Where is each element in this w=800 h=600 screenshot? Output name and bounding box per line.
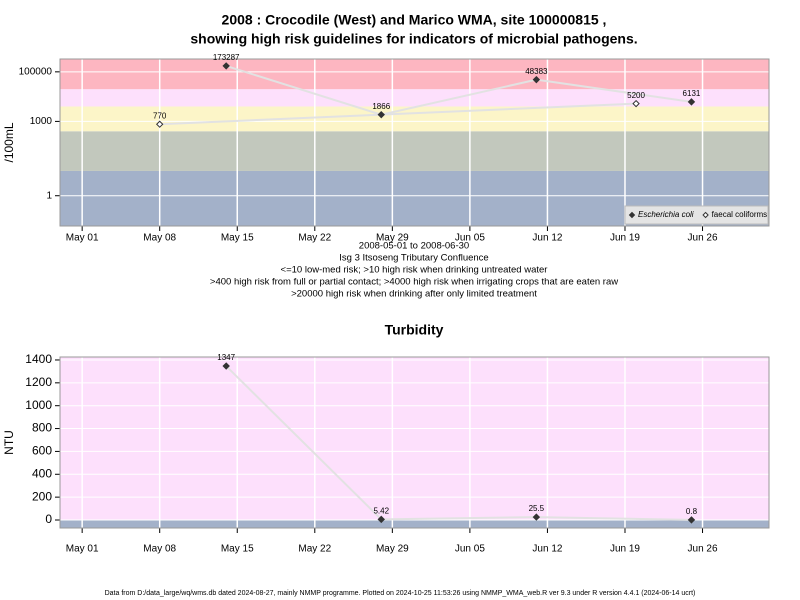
plot-frame xyxy=(59,58,770,227)
y-tick-label: 1400 xyxy=(25,352,52,366)
footer: Data from D:/data_large/wq/wms.db dated … xyxy=(105,590,696,597)
data-point xyxy=(532,75,541,84)
x-tick-label: May 15 xyxy=(221,233,254,244)
data-label: 1347 xyxy=(217,353,235,362)
x-tick-label: May 01 xyxy=(66,544,99,555)
x-tick-label: May 15 xyxy=(221,544,254,555)
data-point xyxy=(222,362,230,370)
x-tick-label: May 29 xyxy=(376,233,409,244)
x-tick-label: May 01 xyxy=(66,233,99,244)
risk-band xyxy=(60,519,769,528)
series-line xyxy=(225,365,692,521)
risk-band xyxy=(60,131,769,171)
y-axis-label: /100mL xyxy=(2,122,16,162)
legend-label: faecal coliforms xyxy=(712,210,768,219)
data-point xyxy=(155,120,164,128)
y-tick-label: 0 xyxy=(45,512,52,526)
y-tick-label: 800 xyxy=(32,421,52,435)
data-label: 1866 xyxy=(372,102,390,111)
data-point xyxy=(222,62,230,70)
y-tick-label: 1 xyxy=(46,190,52,201)
data-point xyxy=(377,515,385,524)
chart-title: 2008 : Crocodile (West) and Marico WMA, … xyxy=(222,12,607,28)
legend-marker xyxy=(628,211,636,219)
x-tick-label: Jun 19 xyxy=(610,233,640,244)
x-tick-label: Jun 12 xyxy=(532,544,562,555)
plot-frame xyxy=(59,356,770,529)
note: >20000 high risk when drinking after onl… xyxy=(291,289,537,300)
x-tick-label: Jun 05 xyxy=(455,544,485,555)
risk-band xyxy=(60,106,769,132)
y-tick-label: 1000 xyxy=(30,116,53,127)
data-label: 173287 xyxy=(213,53,240,62)
x-tick-label: May 29 xyxy=(376,544,409,555)
x-tick-label: Jun 26 xyxy=(688,233,718,244)
x-tick-label: May 08 xyxy=(143,544,176,555)
note: Isg 3 Itsoseng Tributary Confluence xyxy=(339,253,488,264)
note: >400 high risk from full or partial cont… xyxy=(210,277,618,288)
data-label: 5200 xyxy=(627,91,645,100)
x-tick-label: May 22 xyxy=(298,544,331,555)
y-tick-label: 1000 xyxy=(25,398,52,412)
data-point xyxy=(532,513,541,521)
y-axis-label: NTU xyxy=(2,430,16,455)
note: 2008-05-01 to 2008-06-30 xyxy=(359,241,469,252)
x-tick-label: May 08 xyxy=(143,233,176,244)
y-tick-label: 600 xyxy=(32,444,52,458)
x-tick-label: Jun 19 xyxy=(610,544,640,555)
risk-band xyxy=(60,357,769,520)
y-tick-label: 100000 xyxy=(19,66,53,77)
data-label: 770 xyxy=(153,111,167,120)
data-point xyxy=(377,110,385,119)
data-label: 6131 xyxy=(683,89,701,98)
legend-marker xyxy=(702,211,709,219)
x-tick-label: Jun 26 xyxy=(688,544,718,555)
data-label: 0.8 xyxy=(686,507,698,516)
legend-label: Escherichia coli xyxy=(638,210,694,219)
x-tick-label: Jun 05 xyxy=(455,233,485,244)
data-point xyxy=(687,516,696,524)
data-point xyxy=(632,99,640,108)
x-tick-label: May 22 xyxy=(298,233,331,244)
chart-title: Turbidity xyxy=(385,322,444,338)
data-label: 48383 xyxy=(525,67,548,76)
legend-box xyxy=(624,205,769,225)
data-label: 5.42 xyxy=(373,506,389,515)
data-point xyxy=(687,98,696,106)
data-label: 25.5 xyxy=(529,504,545,513)
y-tick-label: 1200 xyxy=(25,375,52,389)
risk-band xyxy=(60,59,769,90)
chart-title: showing high risk guidelines for indicat… xyxy=(190,31,637,47)
y-tick-label: 200 xyxy=(32,489,52,503)
series-line xyxy=(225,64,692,116)
note: <=10 low-med risk; >10 high risk when dr… xyxy=(281,265,548,276)
series-line xyxy=(159,102,637,126)
y-tick-label: 400 xyxy=(32,466,52,480)
x-tick-label: Jun 12 xyxy=(532,233,562,244)
